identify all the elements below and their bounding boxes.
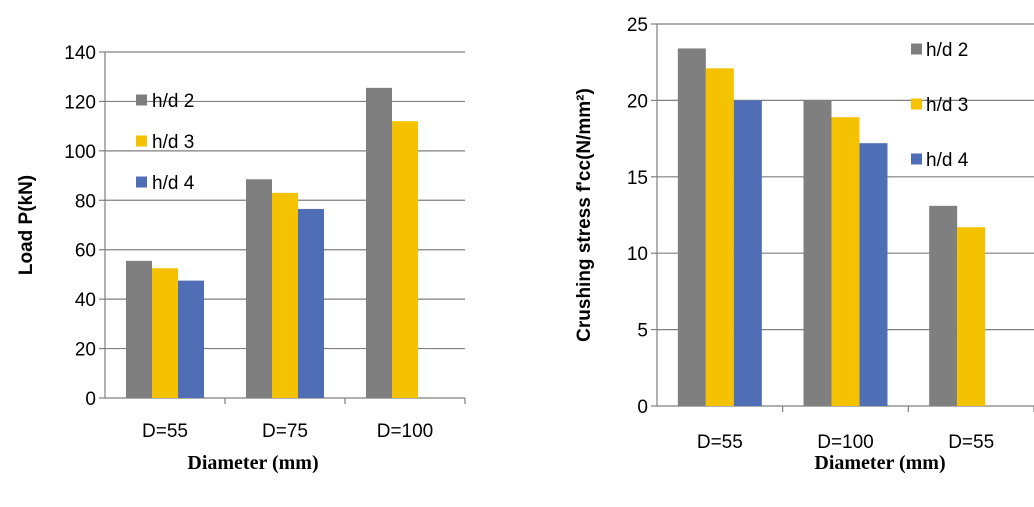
x-axis-title: Diameter (mm) <box>814 452 945 474</box>
legend-label: h/d 2 <box>152 91 194 112</box>
bar <box>803 100 832 407</box>
y-tick-label: 20 <box>627 91 648 112</box>
x-tick-label: D=100 <box>377 421 434 442</box>
x-tick-label: D=55 <box>948 432 994 453</box>
y-axis-label: Load P(kN) <box>16 175 37 275</box>
y-tick-label: 25 <box>627 15 648 36</box>
bar <box>366 87 392 398</box>
y-tick-label: 100 <box>64 142 96 163</box>
y-tick-label: 0 <box>637 397 648 418</box>
y-tick-label: 80 <box>75 191 96 212</box>
bar <box>152 268 178 398</box>
y-tick-label: 120 <box>64 92 96 113</box>
y-axis-label: Crushing stress f'cc(N/mm²) <box>574 88 595 342</box>
legend-label: h/d 3 <box>152 132 194 153</box>
x-axis-title: Diameter (mm) <box>187 452 318 474</box>
bar <box>392 121 418 398</box>
legend-swatch <box>136 135 147 147</box>
legend-label: h/d 2 <box>926 40 968 61</box>
x-tick-label: D=100 <box>817 432 874 453</box>
y-tick-label: 20 <box>75 340 96 361</box>
legend-swatch <box>911 43 922 55</box>
legend-label: h/d 4 <box>152 173 195 194</box>
chart-load: 0 20 40 60 80 100 120 140 D=55 D=75 D=100 Load P(kN… <box>16 43 466 474</box>
bar <box>733 100 762 407</box>
y-tick-label: 10 <box>627 244 648 265</box>
y-tick-label: 5 <box>637 321 648 342</box>
bar <box>126 260 152 398</box>
legend-swatch <box>136 176 147 188</box>
y-tick-label: 60 <box>75 241 96 262</box>
chart-crushing-stress: 0 5 10 15 20 25 D=55 D=100 D=55 Crushing stress f… <box>574 15 1034 474</box>
x-tick-label: D=55 <box>697 432 743 453</box>
legend-swatch <box>911 153 922 165</box>
bar <box>246 179 272 398</box>
bar <box>272 192 298 398</box>
bar <box>957 227 986 406</box>
bar <box>298 208 324 398</box>
legend-swatch <box>136 94 147 106</box>
y-tick-label: 0 <box>85 389 96 410</box>
bar <box>705 68 734 406</box>
x-tick-label: D=75 <box>262 421 308 442</box>
bar <box>929 205 958 406</box>
legend-label: h/d 3 <box>926 95 968 116</box>
x-tick-label: D=55 <box>142 421 188 442</box>
bar <box>859 143 888 406</box>
y-tick-label: 40 <box>75 290 96 311</box>
legend-label: h/d 4 <box>926 150 969 171</box>
y-tick-label: 140 <box>64 43 96 64</box>
bar <box>677 48 706 407</box>
bar <box>178 280 204 398</box>
bar <box>831 117 860 406</box>
legend-swatch <box>911 98 922 110</box>
y-tick-label: 15 <box>627 168 648 189</box>
